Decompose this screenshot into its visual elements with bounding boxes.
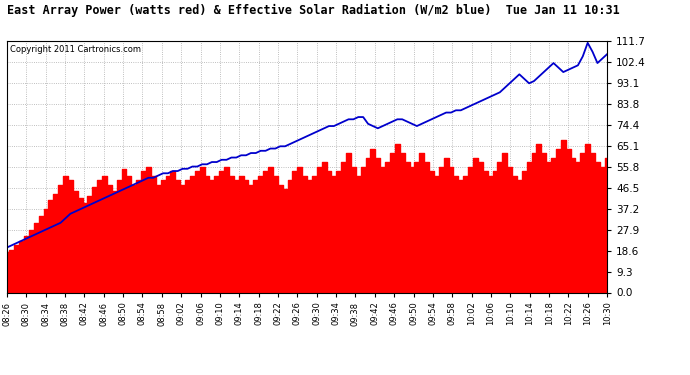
Text: Copyright 2011 Cartronics.com: Copyright 2011 Cartronics.com	[10, 45, 141, 54]
Text: East Array Power (watts red) & Effective Solar Radiation (W/m2 blue)  Tue Jan 11: East Array Power (watts red) & Effective…	[7, 4, 620, 17]
